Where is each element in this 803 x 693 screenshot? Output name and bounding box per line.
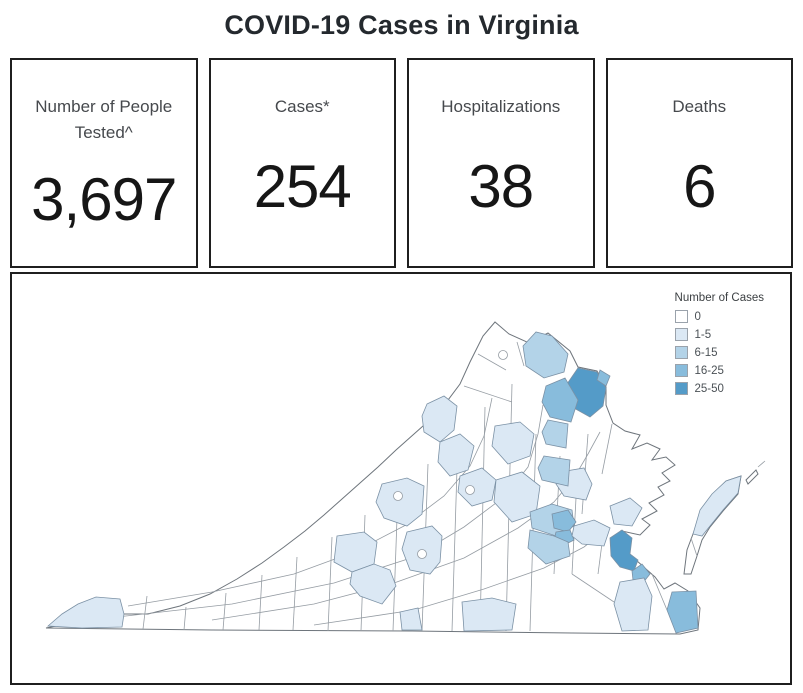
kpi-value: 254 (253, 152, 352, 220)
virginia-county-map[interactable] (12, 274, 790, 683)
kpi-card-deaths: Deaths 6 (605, 58, 793, 268)
map-legend: Number of Cases 0 1-5 6-15 16-25 25-50 (674, 292, 764, 400)
county-region[interactable] (666, 590, 699, 634)
city-enclave[interactable] (417, 549, 427, 559)
county-region[interactable] (375, 477, 425, 527)
legend-swatch-0 (674, 310, 688, 323)
legend-swatch-2 (674, 346, 688, 359)
city-enclave[interactable] (393, 491, 403, 501)
legend-item-4[interactable]: 25-50 (674, 382, 764, 395)
city-enclave[interactable] (465, 485, 475, 495)
county-region[interactable] (527, 529, 571, 565)
page-title: COVID-19 Cases in Virginia (224, 10, 579, 40)
kpi-card-cases: Cases* 254 (208, 58, 396, 268)
county-region[interactable] (421, 395, 458, 443)
county-region[interactable] (613, 577, 653, 632)
choropleth-map-panel: Number of Cases 0 1-5 6-15 16-25 25-50 (10, 272, 792, 685)
county-region[interactable] (46, 596, 125, 629)
legend-item-3[interactable]: 16-25 (674, 364, 764, 377)
legend-item-1[interactable]: 1-5 (674, 328, 764, 341)
legend-swatch-4 (674, 382, 688, 395)
county-region[interactable] (461, 597, 517, 632)
legend-title: Number of Cases (674, 292, 764, 304)
kpi-card-tested: Number of People Tested^ 3,697 (10, 58, 198, 268)
county-region[interactable] (541, 377, 579, 423)
kpi-label: Deaths (672, 97, 727, 116)
county-region[interactable] (522, 331, 569, 379)
kpi-value: 38 (468, 152, 534, 220)
legend-item-0[interactable]: 0 (674, 310, 764, 323)
county-region[interactable] (457, 467, 497, 507)
county-region[interactable] (399, 607, 423, 631)
county-region[interactable] (437, 433, 475, 477)
kpi-label: Number of People Tested^ (35, 97, 173, 143)
county-region[interactable] (692, 475, 742, 537)
county-region[interactable] (571, 519, 611, 547)
county-region[interactable] (491, 421, 535, 465)
county-region[interactable] (551, 509, 577, 533)
kpi-card-hospitalizations: Hospitalizations 38 (407, 58, 595, 268)
kpi-cards-row: Number of People Tested^ 3,697 Cases* 25… (10, 58, 793, 268)
county-region[interactable] (609, 497, 643, 527)
legend-swatch-1 (674, 328, 688, 341)
county-region[interactable] (541, 419, 569, 449)
kpi-label: Cases* (274, 97, 330, 116)
kpi-label: Hospitalizations (441, 97, 561, 116)
kpi-value: 6 (683, 152, 716, 220)
kpi-value: 3,697 (31, 165, 177, 233)
legend-swatch-3 (674, 364, 688, 377)
county-region[interactable] (537, 455, 571, 487)
legend-item-2[interactable]: 6-15 (674, 346, 764, 359)
county-region[interactable] (596, 369, 611, 387)
county-region[interactable] (609, 529, 639, 572)
county-region[interactable] (349, 563, 397, 605)
city-enclave[interactable] (498, 350, 508, 360)
